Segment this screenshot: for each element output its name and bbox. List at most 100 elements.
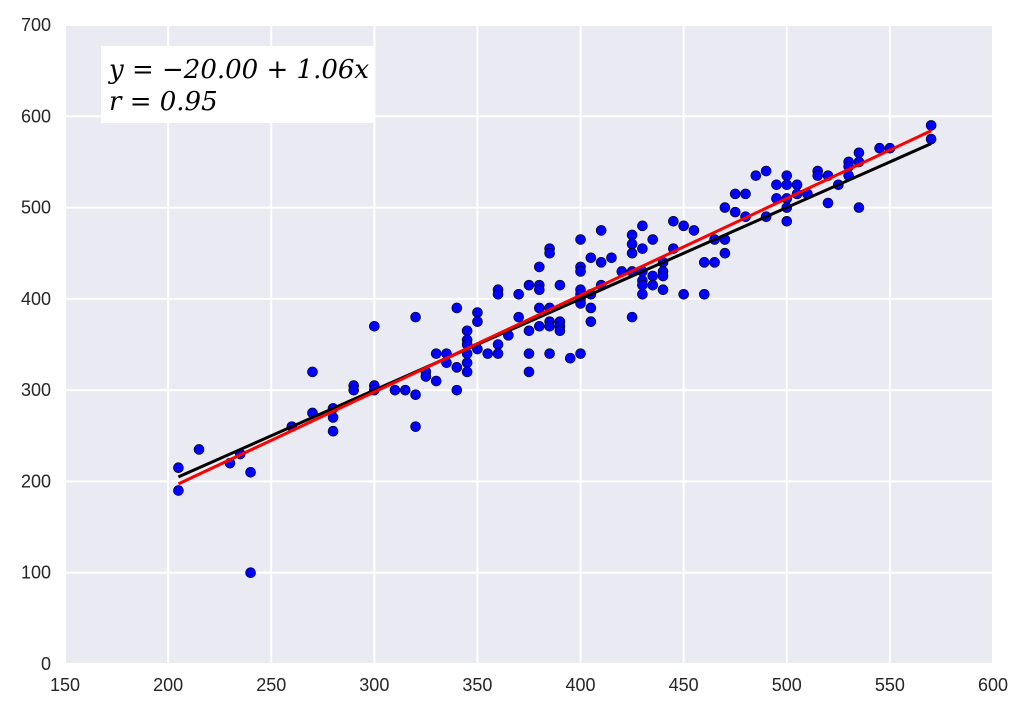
data-point (307, 366, 318, 378)
data-point (389, 384, 401, 396)
y-tick-label: 300 (21, 380, 51, 400)
data-point (781, 179, 793, 191)
data-point (348, 384, 360, 396)
data-point (575, 266, 586, 277)
data-point (534, 284, 545, 296)
data-point (637, 243, 648, 254)
x-axis-ticks: 150 200 250 300 350 400 450 500 550 600 (50, 675, 1008, 695)
data-point (750, 170, 762, 181)
data-point (657, 270, 669, 282)
data-point (698, 257, 710, 268)
data-point (451, 302, 463, 314)
data-point (668, 215, 679, 227)
data-point (925, 133, 937, 145)
data-point (492, 288, 504, 300)
data-point (647, 270, 659, 282)
x-tick-label: 550 (875, 675, 905, 695)
data-point (472, 307, 483, 318)
x-tick-label: 200 (153, 675, 183, 695)
data-point (585, 252, 597, 264)
data-point (647, 234, 659, 245)
data-point (173, 462, 184, 474)
data-point (822, 197, 834, 209)
data-point (461, 357, 473, 369)
data-point (626, 229, 638, 241)
y-axis-ticks: 0 100 200 300 400 500 600 700 (21, 15, 51, 674)
x-tick-label: 600 (978, 675, 1008, 695)
data-point (760, 165, 772, 177)
data-point (688, 225, 700, 236)
data-point (420, 371, 432, 382)
data-point (595, 257, 607, 268)
data-point (193, 444, 205, 455)
fit-line (177, 129, 932, 486)
y-tick-label: 200 (21, 471, 51, 491)
y-tick-label: 100 (21, 563, 51, 583)
y-tick-label: 500 (21, 198, 51, 218)
data-point (647, 279, 659, 291)
grid-lines (64, 24, 994, 665)
data-point (585, 316, 597, 327)
data-point (245, 567, 256, 579)
equation-box: y = −20.00 + 1.06x r = 0.95 (101, 46, 375, 123)
data-point (451, 384, 463, 396)
data-point (534, 320, 545, 332)
data-point (626, 247, 638, 259)
correlation-text: r = 0.95 (109, 87, 218, 117)
data-point (678, 288, 689, 300)
data-point (564, 352, 576, 364)
x-tick-label: 500 (772, 675, 802, 695)
data-point (925, 120, 937, 131)
data-point (626, 238, 638, 250)
data-point (781, 170, 793, 181)
data-point (606, 252, 617, 264)
data-point (492, 348, 504, 359)
data-point (399, 384, 411, 396)
data-point (245, 466, 256, 478)
x-tick-label: 350 (462, 675, 492, 695)
data-point (410, 389, 421, 401)
y-tick-label: 600 (21, 106, 51, 126)
x-tick-label: 150 (50, 675, 80, 695)
data-point (472, 316, 483, 327)
data-point (575, 234, 586, 245)
data-point (410, 311, 421, 323)
data-point (771, 179, 782, 191)
data-point (430, 348, 442, 359)
data-point (812, 170, 824, 181)
data-point (729, 188, 741, 200)
data-point (678, 220, 689, 232)
data-point (698, 288, 710, 300)
data-points (173, 120, 937, 579)
data-point (544, 348, 555, 359)
plot-background (65, 25, 993, 664)
y-tick-label: 0 (41, 654, 51, 674)
data-point (554, 325, 566, 337)
data-point (492, 339, 504, 350)
data-point (709, 257, 720, 268)
y-tick-label: 400 (21, 289, 51, 309)
data-point (874, 142, 885, 154)
y-tick-label: 700 (21, 15, 51, 35)
data-point (853, 147, 865, 159)
data-point (719, 202, 731, 213)
x-tick-label: 300 (359, 675, 389, 695)
data-point (482, 348, 494, 359)
data-point (637, 279, 648, 291)
data-point (173, 485, 184, 496)
data-point (523, 325, 535, 337)
data-point (523, 279, 535, 291)
data-point (544, 247, 555, 259)
x-tick-label: 450 (669, 675, 699, 695)
x-tick-label: 250 (256, 675, 286, 695)
data-point (461, 366, 473, 378)
data-point (637, 288, 648, 300)
data-point (585, 302, 597, 314)
data-point (853, 202, 865, 213)
data-point (461, 325, 473, 337)
data-point (544, 320, 555, 332)
data-point (637, 220, 648, 232)
data-point (430, 375, 442, 387)
data-point (791, 179, 803, 191)
